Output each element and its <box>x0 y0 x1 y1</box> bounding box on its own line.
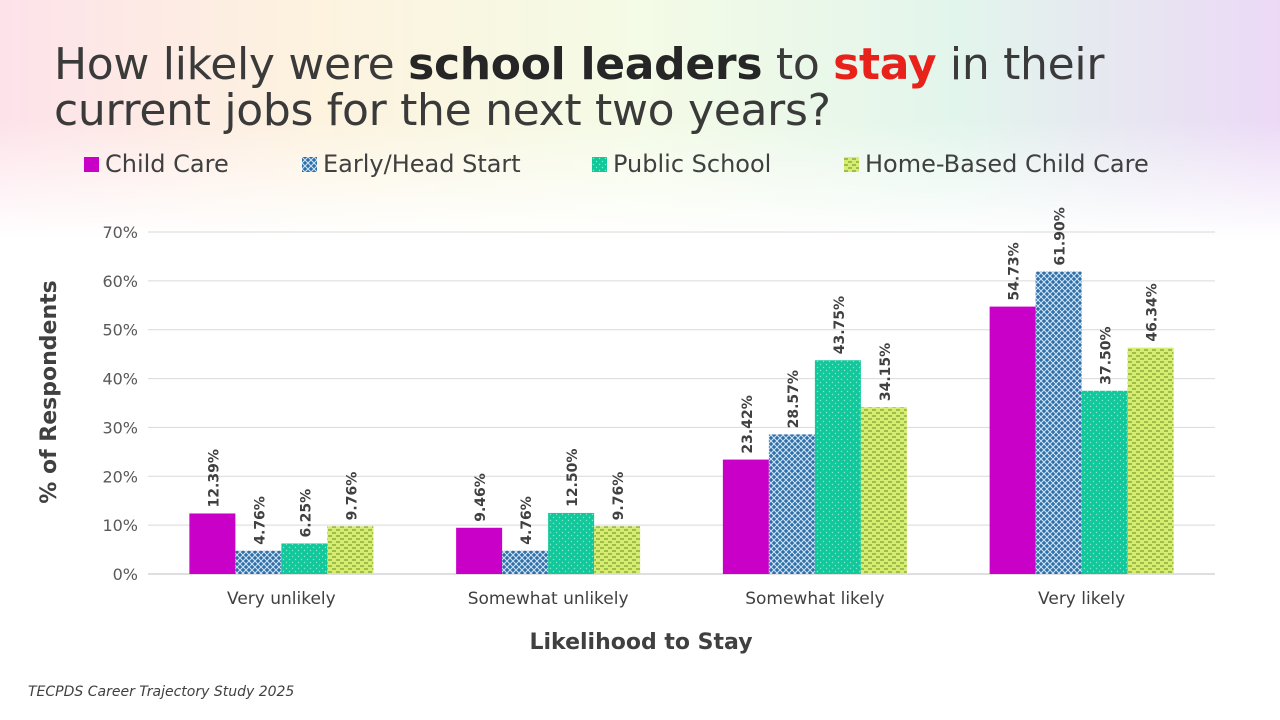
x-axis-title: Likelihood to Stay <box>529 630 752 655</box>
bars <box>189 271 1174 574</box>
legend-item-early-head-start: Early/Head Start <box>302 150 521 178</box>
data-label-early-head-start-very-unlikely: 4.76% <box>252 496 268 545</box>
bar-home-based-child-care-very-likely <box>1127 347 1174 574</box>
bar-home-based-child-care-somewhat-unlikely <box>594 526 641 574</box>
legend-label-child-care: Child Care <box>105 150 229 178</box>
bar-child-care-somewhat-unlikely <box>456 527 503 574</box>
data-label-public-school-somewhat-unlikely: 12.50% <box>565 449 581 507</box>
title-part-3: to <box>762 39 834 90</box>
data-label-child-care-somewhat-unlikely: 9.46% <box>473 473 489 522</box>
data-label-child-care-somewhat-likely: 23.42% <box>740 395 756 453</box>
bar-early-head-start-somewhat-unlikely <box>502 550 549 574</box>
data-label-public-school-somewhat-likely: 43.75% <box>832 296 848 354</box>
bar-public-school-somewhat-likely <box>814 360 861 574</box>
legend-item-public-school: Public School <box>592 150 771 178</box>
data-label-home-based-child-care-somewhat-unlikely: 9.76% <box>611 472 627 521</box>
x-tick-label-very-likely: Very likely <box>1038 589 1125 609</box>
bar-home-based-child-care-somewhat-likely <box>860 407 907 574</box>
legend-item-home-based: Home-Based Child Care <box>844 150 1149 178</box>
title-emphasis-school-leaders: school leaders <box>408 39 763 90</box>
data-label-early-head-start-somewhat-likely: 28.57% <box>786 370 802 428</box>
legend-item-child-care: Child Care <box>84 150 229 178</box>
x-tick-label-somewhat-likely: Somewhat likely <box>745 589 884 609</box>
data-label-early-head-start-very-likely: 61.90% <box>1053 207 1069 265</box>
bar-home-based-child-care-very-unlikely <box>327 526 374 574</box>
source-note: TECPDS Career Trajectory Study 2025 <box>28 684 295 700</box>
data-label-child-care-very-unlikely: 12.39% <box>206 449 222 507</box>
legend-swatch-home-based <box>844 156 859 172</box>
y-tick-label: 70% <box>102 223 138 242</box>
y-tick-label: 40% <box>102 370 138 389</box>
data-label-home-based-child-care-very-likely: 46.34% <box>1145 283 1161 341</box>
legend-label-public-school: Public School <box>613 150 772 178</box>
y-tick-label: 30% <box>102 418 138 437</box>
legend-swatch-early-head-start <box>302 156 317 172</box>
bar-early-head-start-very-unlikely <box>235 550 282 574</box>
bar-child-care-very-unlikely <box>189 513 236 574</box>
y-tick-label: 20% <box>102 467 138 486</box>
data-label-home-based-child-care-somewhat-likely: 34.15% <box>878 343 894 401</box>
page-title: How likely were school leaders to stay i… <box>54 42 1254 134</box>
legend-label-home-based: Home-Based Child Care <box>865 150 1149 178</box>
y-tick-label: 60% <box>102 272 138 291</box>
bar-child-care-somewhat-likely <box>722 459 769 574</box>
chart-legend: Child Care Early/Head Start Public Schoo… <box>84 150 1204 184</box>
bar-early-head-start-somewhat-likely <box>768 434 815 574</box>
bar-early-head-start-very-likely <box>1035 271 1082 574</box>
legend-label-early-head-start: Early/Head Start <box>323 150 521 178</box>
bar-public-school-very-likely <box>1081 390 1128 574</box>
x-tick-label-very-unlikely: Very unlikely <box>227 589 336 609</box>
data-label-public-school-very-likely: 37.50% <box>1099 326 1115 384</box>
data-label-public-school-very-unlikely: 6.25% <box>298 489 314 538</box>
legend-swatch-public-school <box>592 156 607 172</box>
y-tick-label: 0% <box>113 565 138 584</box>
y-tick-label: 10% <box>102 516 138 535</box>
x-axis: Very unlikely Somewhat unlikely Somewhat l… <box>227 589 1125 609</box>
bar-public-school-very-unlikely <box>281 543 328 574</box>
bar-public-school-somewhat-unlikely <box>548 512 595 574</box>
y-axis-title: % of Respondents <box>37 280 62 503</box>
data-labels: 12.39% 4.76% 6.25% 9.76% 9.46% 4.76% 12.50% 9.7… <box>206 207 1160 544</box>
legend-swatch-child-care <box>84 156 99 172</box>
title-part-1: How likely were <box>54 39 409 90</box>
y-tick-label: 50% <box>102 321 138 340</box>
x-tick-label-somewhat-unlikely: Somewhat unlikely <box>468 589 629 609</box>
data-label-child-care-very-likely: 54.73% <box>1007 242 1023 300</box>
y-axis: 0% 10% 20% 30% 40% 50% 60% 70% <box>102 223 138 584</box>
data-label-early-head-start-somewhat-unlikely: 4.76% <box>519 496 535 545</box>
title-part-5: in their current jobs for the next two y… <box>54 39 1105 136</box>
title-emphasis-stay: stay <box>833 39 937 90</box>
bar-child-care-very-likely <box>989 306 1036 574</box>
data-label-home-based-child-care-very-unlikely: 9.76% <box>344 472 360 521</box>
